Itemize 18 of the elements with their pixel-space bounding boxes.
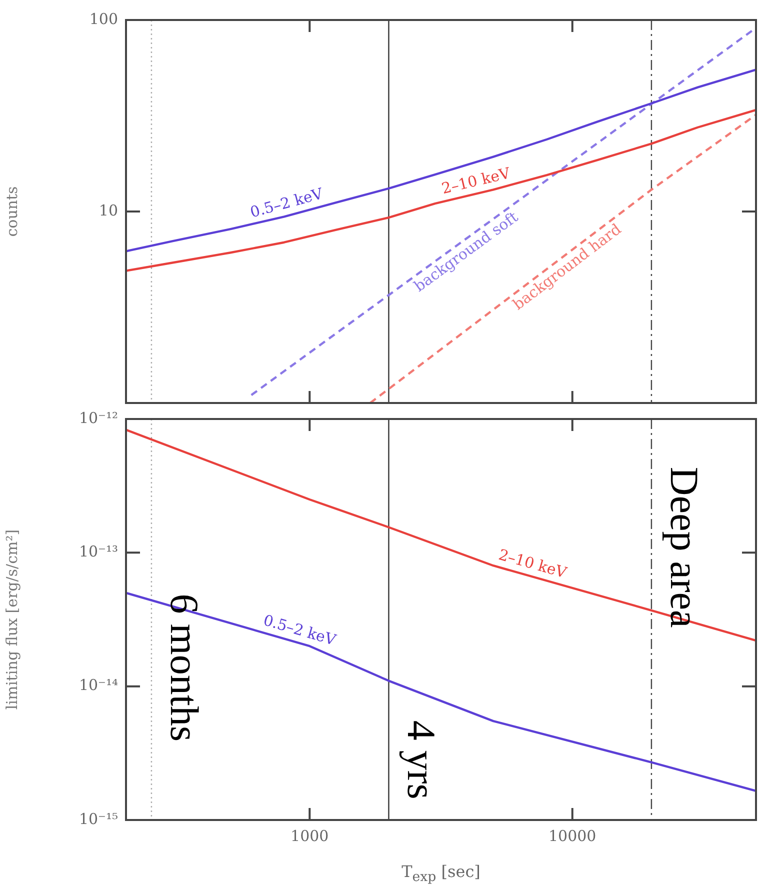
text: 0.5–2 keV	[248, 184, 326, 222]
y-tick-label: 100	[89, 10, 118, 28]
ref-line-label: 6 months	[162, 594, 207, 742]
y-tick-label: 10	[98, 201, 118, 220]
x-tick-label: 1000	[290, 826, 329, 845]
y-axis-title: limiting flux [erg/s/cm²]	[2, 529, 21, 710]
text: 2–10 keV	[496, 546, 570, 582]
ref-line-label: Deep area	[662, 466, 707, 628]
ref-line-label: 4 yrs	[399, 720, 444, 800]
y-axis-title: counts	[2, 186, 21, 237]
y-tick-label: 10⁻¹²	[78, 408, 118, 427]
y-tick-label: 10⁻¹³	[78, 542, 118, 561]
y-tick-label: 10⁻¹⁵	[78, 810, 118, 828]
y-tick-label: 10⁻¹⁴	[78, 676, 118, 694]
text: 2–10 keV	[440, 164, 513, 198]
x-tick-label: 10000	[548, 826, 596, 845]
text: 0.5–2 keV	[261, 611, 339, 650]
x-axis-title: T$_{exp}$ [sec]	[400, 862, 482, 886]
